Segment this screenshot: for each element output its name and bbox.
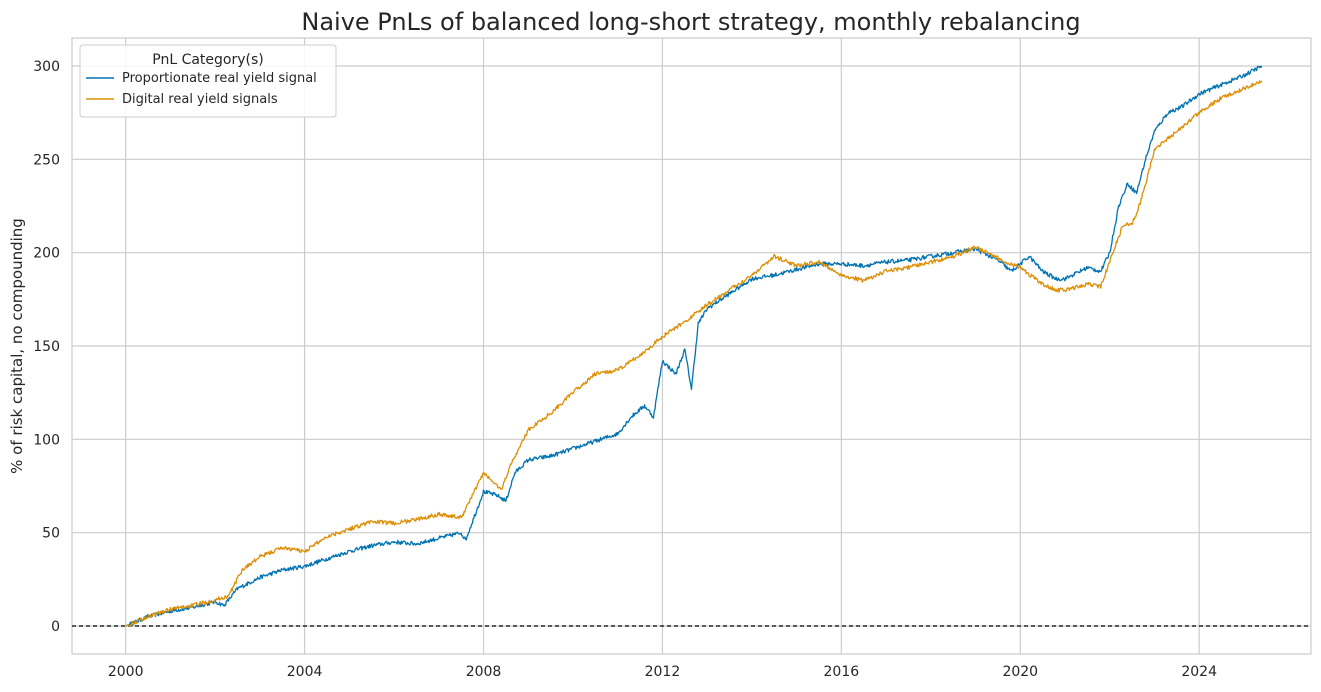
x-tick-label: 2004 — [287, 664, 323, 680]
y-tick-label: 250 — [33, 152, 60, 168]
x-tick-label: 2024 — [1181, 664, 1217, 680]
y-tick-label: 200 — [33, 246, 60, 262]
grid — [72, 38, 1311, 654]
legend-label: Digital real yield signals — [122, 92, 278, 107]
legend-title: PnL Category(s) — [152, 52, 264, 68]
legend-items: Proportionate real yield signal Digital r… — [86, 71, 317, 107]
y-tick-label: 100 — [33, 432, 60, 448]
chart-title: Naive PnLs of balanced long-short strate… — [301, 8, 1080, 36]
y-axis-label: % of risk capital, no compounding — [8, 218, 26, 474]
series-group — [125, 65, 1263, 627]
legend-label: Proportionate real yield signal — [122, 71, 317, 86]
legend-box — [79, 44, 337, 118]
x-tick-label: 2020 — [1002, 664, 1038, 680]
x-tick-label: 2000 — [108, 664, 144, 680]
x-tick-label: 2008 — [466, 664, 502, 680]
y-tick-label: 150 — [33, 339, 60, 355]
y-tick-label: 0 — [51, 619, 60, 635]
y-tick-label: 300 — [33, 59, 60, 75]
x-axis-ticks: 2000 2004 2008 2012 2016 2020 2024 — [108, 664, 1217, 680]
plot-frame — [71, 37, 1312, 655]
series-line-1 — [125, 80, 1263, 627]
series-line-0 — [125, 65, 1263, 627]
legend: PnL Category(s) Proportionate real yield… — [79, 44, 337, 118]
x-tick-label: 2016 — [824, 664, 860, 680]
y-axis-ticks: 0 50 100 150 200 250 300 — [33, 59, 60, 635]
x-tick-label: 2012 — [645, 664, 681, 680]
y-tick-label: 50 — [42, 526, 60, 542]
